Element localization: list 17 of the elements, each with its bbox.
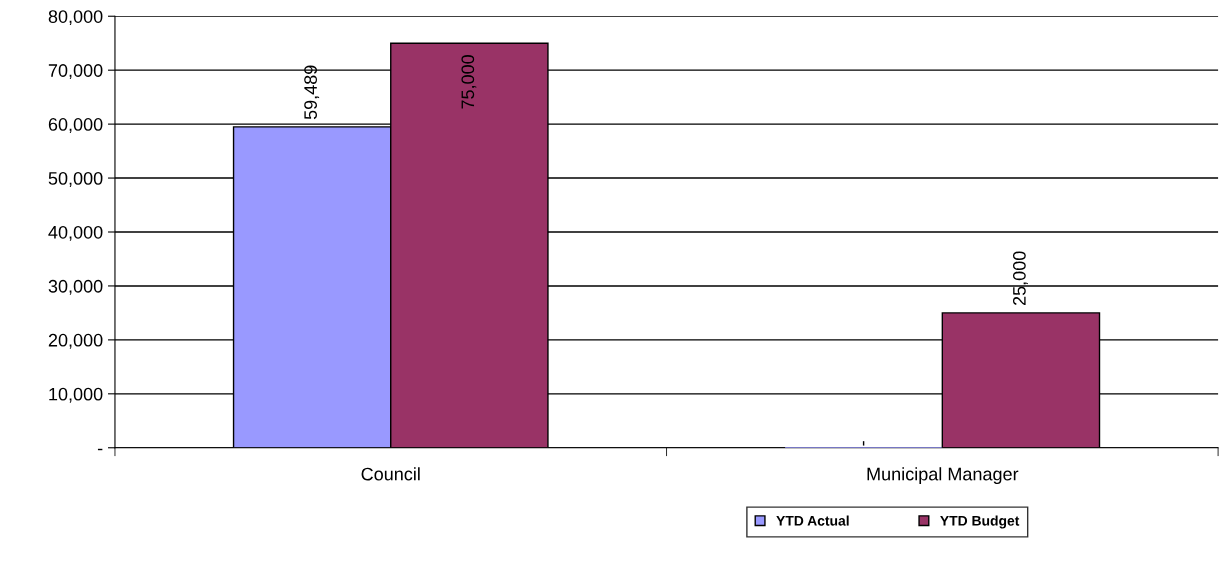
y-tick-label: 40,000 bbox=[48, 225, 103, 241]
data-label: 59,489 bbox=[304, 65, 320, 120]
legend-label: YTD Budget bbox=[940, 515, 1020, 529]
y-tick-label: 80,000 bbox=[48, 10, 103, 26]
data-label: - bbox=[862, 441, 865, 446]
data-label: 25,000 bbox=[1012, 251, 1028, 306]
y-tick-label: 70,000 bbox=[48, 64, 103, 80]
y-tick-label: 10,000 bbox=[49, 387, 103, 403]
y-tick-label: - bbox=[97, 448, 103, 451]
y-tick-label: 20,000 bbox=[48, 333, 103, 349]
y-tick-label: 30,000 bbox=[48, 279, 103, 295]
y-tick-label: 50,000 bbox=[48, 171, 103, 187]
x-tick-label: Council bbox=[361, 467, 420, 481]
x-tick-label: Municipal Manager bbox=[867, 467, 1019, 485]
y-tick-label: 60,000 bbox=[48, 118, 103, 133]
data-label: 75,000 bbox=[461, 55, 477, 109]
legend-label: YTD Actual bbox=[776, 515, 849, 526]
